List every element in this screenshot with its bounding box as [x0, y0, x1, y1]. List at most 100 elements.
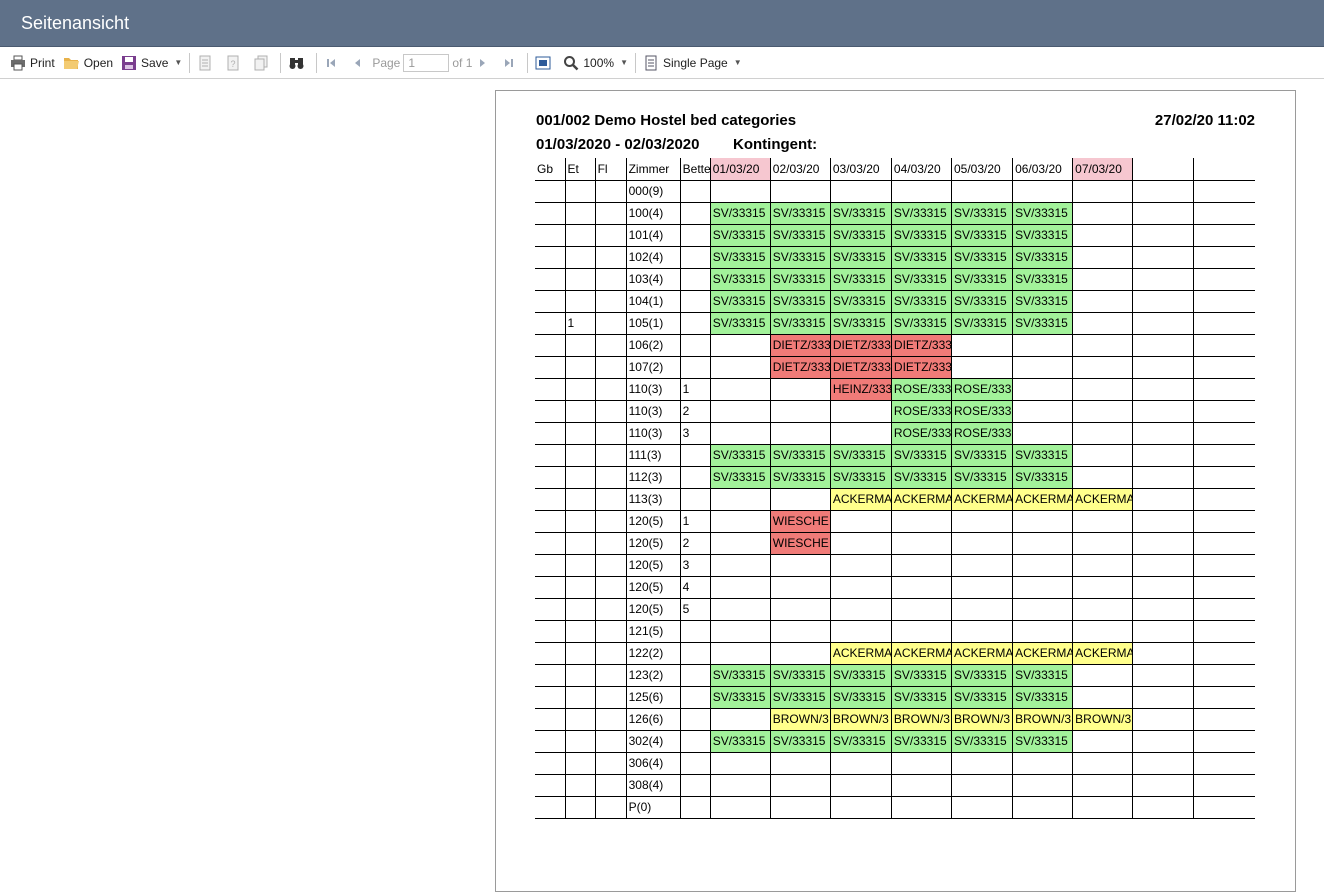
view-mode-dropdown[interactable]: Single Page ▼ — [639, 52, 746, 74]
booking-cell[interactable]: SV/33315 — [769, 246, 831, 269]
booking-cell[interactable]: SV/33315 — [829, 686, 892, 709]
booking-cell[interactable]: SV/33315 — [1012, 224, 1073, 247]
booking-cell[interactable]: SV/33315 — [1012, 202, 1073, 225]
booking-cell[interactable]: SV/33315 — [950, 224, 1013, 247]
booking-cell[interactable]: SV/33315 — [1012, 268, 1073, 291]
booking-cell[interactable]: SV/33315 — [1012, 686, 1073, 709]
print-button[interactable]: Print — [6, 52, 59, 74]
booking-cell[interactable]: ACKERMA — [890, 488, 952, 511]
booking-cell[interactable]: ACKERMA — [1072, 488, 1133, 511]
booking-cell[interactable]: ACKERMA — [950, 642, 1013, 665]
booking-cell[interactable]: SV/33315 — [1012, 664, 1073, 687]
booking-cell[interactable]: SV/33315 — [1012, 312, 1073, 335]
booking-cell[interactable]: BROWN/3 — [890, 708, 952, 731]
multipage-button[interactable] — [249, 52, 277, 74]
booking-cell[interactable]: SV/33315 — [890, 290, 952, 313]
booking-cell[interactable]: SV/33315 — [829, 224, 892, 247]
zoom-dropdown[interactable]: 100% ▼ — [559, 52, 632, 74]
open-button[interactable]: Open — [59, 52, 117, 74]
booking-cell[interactable]: SV/33315 — [769, 466, 831, 489]
booking-cell[interactable]: ROSE/333 — [890, 400, 952, 423]
booking-cell[interactable]: SV/33315 — [769, 664, 831, 687]
booking-cell[interactable]: ACKERMA — [829, 488, 892, 511]
last-page-button[interactable] — [498, 52, 524, 74]
booking-cell[interactable]: SV/33315 — [769, 224, 831, 247]
booking-cell[interactable]: SV/33315 — [890, 202, 952, 225]
booking-cell[interactable]: ROSE/333 — [950, 422, 1013, 445]
booking-cell[interactable]: SV/33315 — [769, 444, 831, 467]
booking-cell[interactable]: HEINZ/333 — [829, 378, 892, 401]
booking-cell[interactable]: SV/33315 — [829, 664, 892, 687]
booking-cell[interactable]: SV/33315 — [769, 202, 831, 225]
booking-cell[interactable]: SV/33315 — [769, 290, 831, 313]
booking-cell[interactable]: BROWN/3 — [769, 708, 831, 731]
next-page-button[interactable] — [472, 52, 498, 74]
booking-cell[interactable]: ACKERMA — [1072, 642, 1133, 665]
booking-cell[interactable]: BROWN/3 — [1012, 708, 1073, 731]
booking-cell[interactable]: SV/33315 — [829, 466, 892, 489]
booking-cell[interactable]: SV/33315 — [890, 246, 952, 269]
document-map-button[interactable] — [193, 52, 221, 74]
booking-cell[interactable]: SV/33315 — [950, 290, 1013, 313]
booking-cell[interactable]: ACKERMA — [890, 642, 952, 665]
booking-cell[interactable]: SV/33315 — [829, 202, 892, 225]
preview-area[interactable]: 001/002 Demo Hostel bed categories 27/02… — [0, 80, 1324, 892]
booking-cell[interactable]: SV/33315 — [890, 312, 952, 335]
booking-cell[interactable]: ACKERMA — [1012, 642, 1073, 665]
booking-cell[interactable]: BROWN/3 — [829, 708, 892, 731]
previous-page-button[interactable] — [346, 52, 372, 74]
booking-cell[interactable]: ROSE/333 — [950, 400, 1013, 423]
booking-cell[interactable]: DIETZ/333 — [829, 356, 892, 379]
booking-cell[interactable]: SV/33315 — [890, 664, 952, 687]
booking-cell[interactable]: SV/33315 — [709, 268, 771, 291]
parameters-button[interactable]: ? — [221, 52, 249, 74]
booking-cell[interactable]: SV/33315 — [890, 730, 952, 753]
fit-page-button[interactable] — [531, 52, 559, 74]
booking-cell[interactable]: SV/33315 — [709, 730, 771, 753]
booking-cell[interactable]: ACKERMA — [1012, 488, 1073, 511]
booking-cell[interactable]: BROWN/3 — [950, 708, 1013, 731]
booking-cell[interactable]: ROSE/333 — [950, 378, 1013, 401]
booking-cell[interactable]: SV/33315 — [950, 312, 1013, 335]
booking-cell[interactable]: DIETZ/333 — [829, 334, 892, 357]
booking-cell[interactable]: SV/33315 — [829, 268, 892, 291]
booking-cell[interactable]: SV/33315 — [890, 466, 952, 489]
booking-cell[interactable]: SV/33315 — [709, 246, 771, 269]
booking-cell[interactable]: SV/33315 — [769, 730, 831, 753]
booking-cell[interactable]: DIETZ/333 — [769, 356, 831, 379]
booking-cell[interactable]: SV/33315 — [829, 730, 892, 753]
booking-cell[interactable]: SV/33315 — [890, 224, 952, 247]
booking-cell[interactable]: SV/33315 — [709, 312, 771, 335]
booking-cell[interactable]: SV/33315 — [829, 290, 892, 313]
booking-cell[interactable]: SV/33315 — [709, 466, 771, 489]
booking-cell[interactable]: WIESCHE — [769, 510, 831, 533]
booking-cell[interactable]: ACKERMA — [950, 488, 1013, 511]
booking-cell[interactable]: SV/33315 — [709, 664, 771, 687]
page-number-input[interactable] — [403, 53, 450, 72]
booking-cell[interactable]: SV/33315 — [709, 202, 771, 225]
booking-cell[interactable]: SV/33315 — [950, 202, 1013, 225]
booking-cell[interactable]: SV/33315 — [890, 686, 952, 709]
booking-cell[interactable]: SV/33315 — [950, 686, 1013, 709]
booking-cell[interactable]: SV/33315 — [950, 466, 1013, 489]
booking-cell[interactable]: SV/33315 — [769, 312, 831, 335]
booking-cell[interactable]: ACKERMA — [829, 642, 892, 665]
booking-cell[interactable]: SV/33315 — [950, 246, 1013, 269]
booking-cell[interactable]: SV/33315 — [950, 268, 1013, 291]
booking-cell[interactable]: ROSE/333 — [890, 378, 952, 401]
save-button[interactable]: Save ▼ — [117, 52, 186, 74]
booking-cell[interactable]: SV/33315 — [829, 444, 892, 467]
booking-cell[interactable]: SV/33315 — [1012, 730, 1073, 753]
booking-cell[interactable]: WIESCHE — [769, 532, 831, 555]
booking-cell[interactable]: SV/33315 — [709, 224, 771, 247]
booking-cell[interactable]: SV/33315 — [1012, 466, 1073, 489]
booking-cell[interactable]: SV/33315 — [709, 686, 771, 709]
booking-cell[interactable]: SV/33315 — [829, 246, 892, 269]
booking-cell[interactable]: SV/33315 — [709, 444, 771, 467]
booking-cell[interactable]: SV/33315 — [769, 686, 831, 709]
booking-cell[interactable]: SV/33315 — [950, 444, 1013, 467]
find-button[interactable] — [284, 52, 313, 74]
booking-cell[interactable]: SV/33315 — [1012, 444, 1073, 467]
booking-cell[interactable]: SV/33315 — [709, 290, 771, 313]
booking-cell[interactable]: SV/33315 — [890, 268, 952, 291]
